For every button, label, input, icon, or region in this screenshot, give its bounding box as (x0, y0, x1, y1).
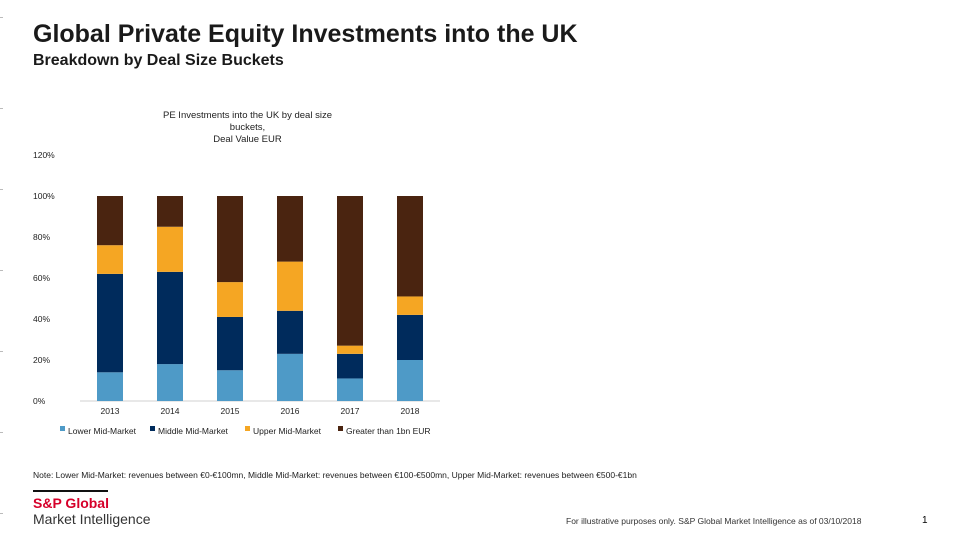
y-tick-label: 20% (33, 355, 50, 365)
edge-marker (0, 270, 3, 271)
bar-segment (157, 364, 183, 401)
legend-label: Middle Mid-Market (158, 426, 229, 436)
page-number: 1 (922, 515, 928, 526)
legend-swatch (338, 426, 343, 431)
bar-segment (397, 314, 423, 360)
edge-marker (0, 189, 3, 190)
bar-segment (217, 316, 243, 371)
chart-title-line-3: Deal Value EUR (213, 134, 282, 145)
y-tick-label: 40% (33, 314, 50, 324)
bar-segment (97, 273, 123, 373)
bar-segment (337, 353, 363, 379)
bar-segment (157, 226, 183, 272)
logo-brand: S&P Global (33, 495, 109, 511)
edge-marker (0, 17, 3, 18)
bar-segment (217, 370, 243, 401)
edge-marker (0, 513, 3, 514)
bar-segment (277, 261, 303, 311)
logo-division: Market Intelligence (33, 511, 151, 527)
logo-rule (33, 490, 108, 492)
footnote: Note: Lower Mid-Market: revenues between… (33, 470, 637, 480)
edge-marker (0, 108, 3, 109)
chart-title-line-2: buckets, (229, 122, 266, 133)
legend-label: Greater than 1bn EUR (346, 426, 431, 436)
x-tick-label: 2014 (161, 406, 180, 416)
legend-swatch (245, 426, 250, 431)
chart-title: PE Investments into the UK by deal size … (140, 110, 355, 146)
x-tick-label: 2016 (281, 406, 300, 416)
page-title: Global Private Equity Investments into t… (33, 20, 578, 48)
bar-segment (217, 196, 243, 283)
legend-label: Lower Mid-Market (68, 426, 137, 436)
bar-segment (157, 271, 183, 365)
bar-segment (97, 372, 123, 401)
page-subtitle: Breakdown by Deal Size Buckets (33, 52, 284, 69)
company-logo: S&P Global Market Intelligence (33, 490, 151, 528)
y-tick-label: 120% (33, 150, 55, 160)
x-tick-label: 2015 (221, 406, 240, 416)
bar-segment (337, 378, 363, 401)
bar-segment (337, 345, 363, 354)
stacked-bar-chart: 0% 20% 40% 60% 80% 100% 120% 2013 2014 2015 2016 20… (33, 150, 440, 436)
x-tick-label: 2017 (341, 406, 360, 416)
y-tick-label: 60% (33, 273, 50, 283)
x-tick-label: 2013 (101, 406, 120, 416)
y-tick-label: 100% (33, 191, 55, 201)
bar-segment (397, 196, 423, 297)
edge-marker (0, 351, 3, 352)
bar-segment (97, 245, 123, 274)
bar-segment (397, 360, 423, 401)
bar-segment (217, 282, 243, 317)
bar-segment (277, 310, 303, 354)
y-tick-label: 80% (33, 232, 50, 242)
chart-title-line-1: PE Investments into the UK by deal size (163, 110, 332, 121)
bar-segment (277, 196, 303, 262)
legend-label: Upper Mid-Market (253, 426, 322, 436)
bar-segment (97, 196, 123, 246)
bar-segment (337, 196, 363, 346)
bar-segment (397, 296, 423, 315)
y-tick-label: 0% (33, 396, 46, 406)
legend-swatch (150, 426, 155, 431)
x-tick-label: 2018 (401, 406, 420, 416)
edge-marker (0, 432, 3, 433)
legend-swatch (60, 426, 65, 431)
disclaimer-footer: For illustrative purposes only. S&P Glob… (566, 516, 862, 526)
bar-segment (157, 196, 183, 227)
bar-segment (277, 353, 303, 401)
